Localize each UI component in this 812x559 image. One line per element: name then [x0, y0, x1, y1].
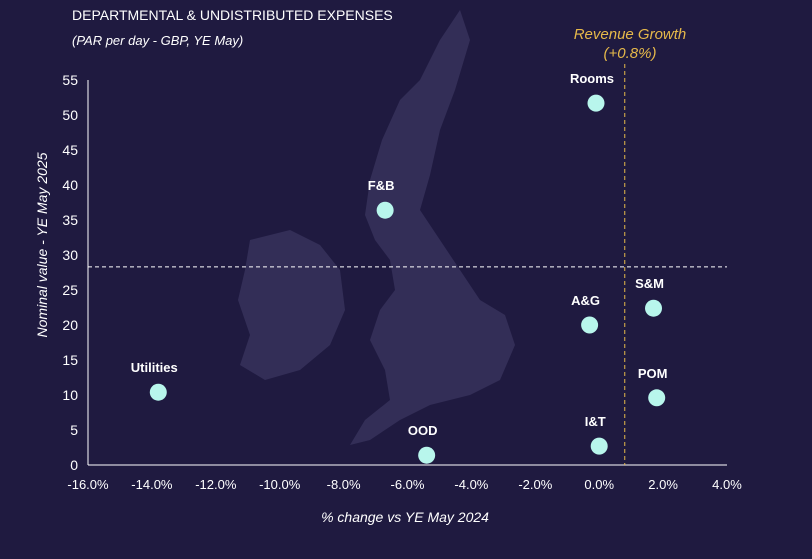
data-point-it — [590, 437, 608, 455]
chart-subtitle: (PAR per day - GBP, YE May) — [72, 33, 243, 48]
data-point-utilities — [149, 383, 167, 401]
data-point-rooms — [587, 94, 605, 112]
x-tick-label: -14.0% — [131, 477, 173, 492]
data-point-pom — [648, 389, 666, 407]
x-tick-label: -2.0% — [518, 477, 552, 492]
data-label: S&M — [635, 276, 664, 291]
data-point-ag — [581, 316, 599, 334]
y-tick-label: 25 — [62, 282, 78, 298]
x-tick-label: 2.0% — [648, 477, 678, 492]
y-tick-label: 5 — [70, 422, 78, 438]
y-tick-label: 30 — [62, 247, 78, 263]
y-axis-label: Nominal value - YE May 2025 — [34, 152, 50, 337]
y-tick-label: 40 — [62, 177, 78, 193]
data-point-ood — [418, 446, 436, 464]
x-tick-label: -12.0% — [195, 477, 237, 492]
y-tick-label: 15 — [62, 352, 78, 368]
x-tick-label: -16.0% — [67, 477, 109, 492]
x-axis-label: % change vs YE May 2024 — [321, 509, 489, 525]
data-point-sm — [645, 299, 663, 317]
data-label: Rooms — [570, 71, 614, 86]
uk-map-background — [238, 10, 515, 445]
data-label: A&G — [571, 293, 600, 308]
y-tick-label: 50 — [62, 107, 78, 123]
x-tick-label: 4.0% — [712, 477, 742, 492]
data-label: F&B — [368, 178, 395, 193]
x-tick-label: -4.0% — [454, 477, 488, 492]
data-label: I&T — [585, 414, 606, 429]
x-tick-label: -8.0% — [327, 477, 361, 492]
y-tick-label: 20 — [62, 317, 78, 333]
revenue-growth-label: Revenue Growth — [574, 26, 687, 43]
data-label: Utilities — [131, 360, 178, 375]
y-tick-label: 35 — [62, 212, 78, 228]
data-label: POM — [638, 366, 668, 381]
chart-title: DEPARTMENTAL & UNDISTRIBUTED EXPENSES — [72, 7, 393, 23]
x-tick-label: -6.0% — [391, 477, 425, 492]
data-label: OOD — [408, 423, 438, 438]
y-tick-label: 45 — [62, 142, 78, 158]
y-tick-label: 0 — [70, 457, 78, 473]
x-tick-label: -10.0% — [259, 477, 301, 492]
x-tick-label: 0.0% — [584, 477, 614, 492]
revenue-growth-value: (+0.8%) — [604, 45, 657, 62]
y-tick-label: 55 — [62, 72, 78, 88]
y-tick-label: 10 — [62, 387, 78, 403]
data-point-fb — [376, 201, 394, 219]
